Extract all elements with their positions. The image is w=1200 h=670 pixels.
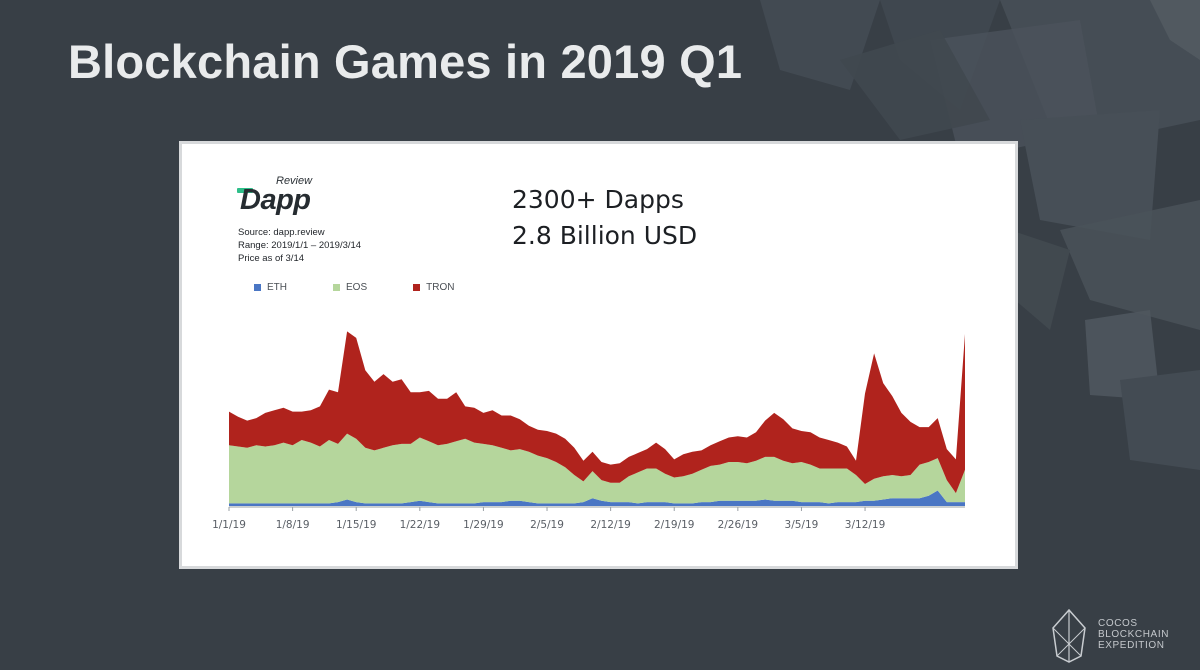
chart-legend: ETH EOS TRON [254, 282, 500, 293]
x-tick-label: 1/8/19 [276, 519, 310, 531]
corner-brand-text: COCOS BLOCKCHAIN EXPEDITION [1098, 618, 1169, 651]
brand-line-3: EXPEDITION [1098, 640, 1165, 651]
x-tick-label: 2/5/19 [530, 519, 564, 531]
leaf-crystal-icon [1052, 608, 1086, 663]
stacked-area-chart: 1/1/19 1/8/19 1/15/19 1/22/19 1/29/19 2/5/19 2… [212, 331, 965, 531]
legend-swatch-eth [254, 284, 261, 291]
x-tick-label: 2/26/19 [718, 519, 758, 531]
brand-line-1: COCOS [1098, 618, 1138, 629]
series-area-tron [229, 331, 965, 494]
slide-title: Blockchain Games in 2019 Q1 [68, 35, 743, 88]
logo-mark-icon [237, 188, 253, 193]
series-area-eth [229, 490, 965, 506]
x-tick-label: 2/19/19 [654, 519, 694, 531]
legend-item-tron: TRON [413, 282, 454, 293]
source-line: Source: dapp.review [238, 227, 325, 238]
legend-label-eth: ETH [267, 282, 287, 293]
legend-label-eos: EOS [346, 282, 368, 293]
brand-line-2: BLOCKCHAIN [1098, 629, 1170, 640]
x-tick-label: 2/12/19 [590, 519, 630, 531]
logo-wordmark: Dapp [240, 184, 311, 216]
legend-swatch-tron [413, 284, 421, 291]
price-line: Price as of 3/14 [238, 253, 305, 264]
legend-label-tron: TRON [426, 282, 455, 293]
series-area-eos [229, 433, 965, 504]
x-tick-label: 1/22/19 [400, 519, 440, 531]
x-tick-label: 1/29/19 [463, 519, 503, 531]
headline-dapps: 2300+ Dapps [512, 185, 684, 214]
range-line: Range: 2019/1/1 – 2019/3/14 [238, 240, 362, 251]
logo-subtext: Review [276, 175, 313, 187]
legend-swatch-eos [333, 284, 340, 291]
x-tick-label: 3/5/19 [785, 519, 819, 531]
x-tick-label: 3/12/19 [845, 519, 885, 531]
headline: 2300+ Dapps 2.8 Billion USD [512, 182, 697, 254]
chart-card: Dapp Review Source: dapp.review Range: 2… [179, 141, 1018, 569]
headline-usd: 2.8 Billion USD [512, 221, 698, 250]
source-note: Source: dapp.review Range: 2019/1/1 – 20… [238, 226, 361, 265]
legend-item-eos: EOS [333, 282, 367, 293]
x-tick-label: 1/15/19 [336, 519, 376, 531]
legend-item-eth: ETH [254, 282, 287, 293]
x-tick-label: 1/1/19 [212, 519, 246, 531]
